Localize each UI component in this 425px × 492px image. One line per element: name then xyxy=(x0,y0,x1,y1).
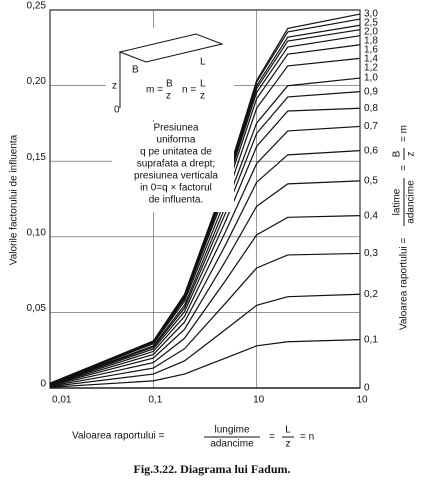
inset-text: suprafata a drept; xyxy=(137,159,215,170)
y-tick-label: 0,15 xyxy=(27,152,47,163)
curve xyxy=(49,91,361,385)
inset-text: uniforma xyxy=(157,135,196,146)
inset-label: L xyxy=(200,79,206,90)
y-tick-label: 0,20 xyxy=(27,76,47,87)
inset-label: n = xyxy=(182,85,196,96)
right-label-part: Valoarea raportului = xyxy=(399,237,410,330)
inset-label: z xyxy=(112,81,117,92)
series-label: 0,4 xyxy=(364,210,378,221)
inset: B L z 0 m = B z n = L z Presiunea unifor… xyxy=(106,28,234,212)
series-label: 2,5 xyxy=(364,18,378,29)
x-label-part: Valoarea raportului = xyxy=(72,431,165,442)
right-label-part: = m xyxy=(399,125,410,142)
inset-text: Presiunea xyxy=(153,123,198,134)
inset-label: B xyxy=(132,65,139,76)
y-tick-label: 0,10 xyxy=(27,227,47,238)
curve xyxy=(49,252,361,387)
curve xyxy=(49,150,361,386)
x-label-part: z xyxy=(286,439,291,450)
x-tick-label: 10 xyxy=(253,395,265,406)
inset-label: z xyxy=(200,91,205,102)
curve xyxy=(49,215,361,387)
inset-plate xyxy=(118,33,224,63)
inset-label: 0 xyxy=(114,105,120,116)
x-label-part: = xyxy=(269,432,275,443)
series-label: 1,2 xyxy=(364,63,378,74)
series-label: 0 xyxy=(364,383,370,394)
series-label: 1,6 xyxy=(364,45,378,56)
inset-label: m = xyxy=(146,85,163,96)
inset-label: L xyxy=(200,57,206,68)
y-tick-label: 0,05 xyxy=(27,303,47,314)
curve xyxy=(49,339,361,388)
right-label-part: = xyxy=(399,165,410,171)
series-label: 0,1 xyxy=(364,334,378,345)
x-label-part: L xyxy=(285,425,291,436)
x-label: Valoarea raportului = lungime adancime =… xyxy=(72,425,314,450)
y-label: Valorile factorului de influenta xyxy=(9,134,20,265)
series-label: 0,8 xyxy=(364,103,378,114)
curve xyxy=(49,107,361,385)
curve xyxy=(49,125,361,385)
series-label: 0,3 xyxy=(364,248,378,259)
x-label-part: adancime xyxy=(210,439,254,450)
x-label-part: = n xyxy=(300,432,314,443)
series-label: 3,0 xyxy=(364,9,378,20)
inset-text: de influenta. xyxy=(149,195,204,206)
x-tick-label: 10 xyxy=(356,395,368,406)
series-label: 0,9 xyxy=(364,86,378,97)
series-label: 0,6 xyxy=(364,145,378,156)
right-label-part: z xyxy=(406,152,417,157)
inset-bg xyxy=(106,28,234,120)
right-label-part: latime xyxy=(392,188,403,215)
series-label: 0,5 xyxy=(364,175,378,186)
series-label: 1,8 xyxy=(364,36,378,47)
inset-label: z xyxy=(166,91,171,102)
inset-text: in 0=q × factorul xyxy=(140,183,212,194)
right-label: Valoarea raportului = latime adancime = … xyxy=(392,125,417,330)
x-tick-label: 0,1 xyxy=(148,395,162,406)
inset-text: q pe unitatea de xyxy=(140,147,212,158)
inset-label: B xyxy=(166,79,173,90)
y-tick-label: 0 xyxy=(40,379,46,390)
series-label: 0,7 xyxy=(364,121,378,132)
y-tick-label: 0,25 xyxy=(27,1,47,12)
inset-text-bg xyxy=(112,122,234,212)
series-label: 1,0 xyxy=(364,73,378,84)
x-label-part: lungime xyxy=(214,425,249,436)
series-label: 2,0 xyxy=(364,27,378,38)
inset-text: presiunea verticala xyxy=(134,171,218,182)
x-tick-label: 0,01 xyxy=(52,395,72,406)
series-label: 0,2 xyxy=(364,289,378,300)
curve xyxy=(49,293,361,388)
right-label-part: adancime xyxy=(406,180,417,224)
right-label-part: B xyxy=(392,150,403,157)
caption: Fig.3.22. Diagrama lui Fadum. xyxy=(133,462,290,476)
series-label: 1,4 xyxy=(364,54,378,65)
curve xyxy=(49,180,361,386)
